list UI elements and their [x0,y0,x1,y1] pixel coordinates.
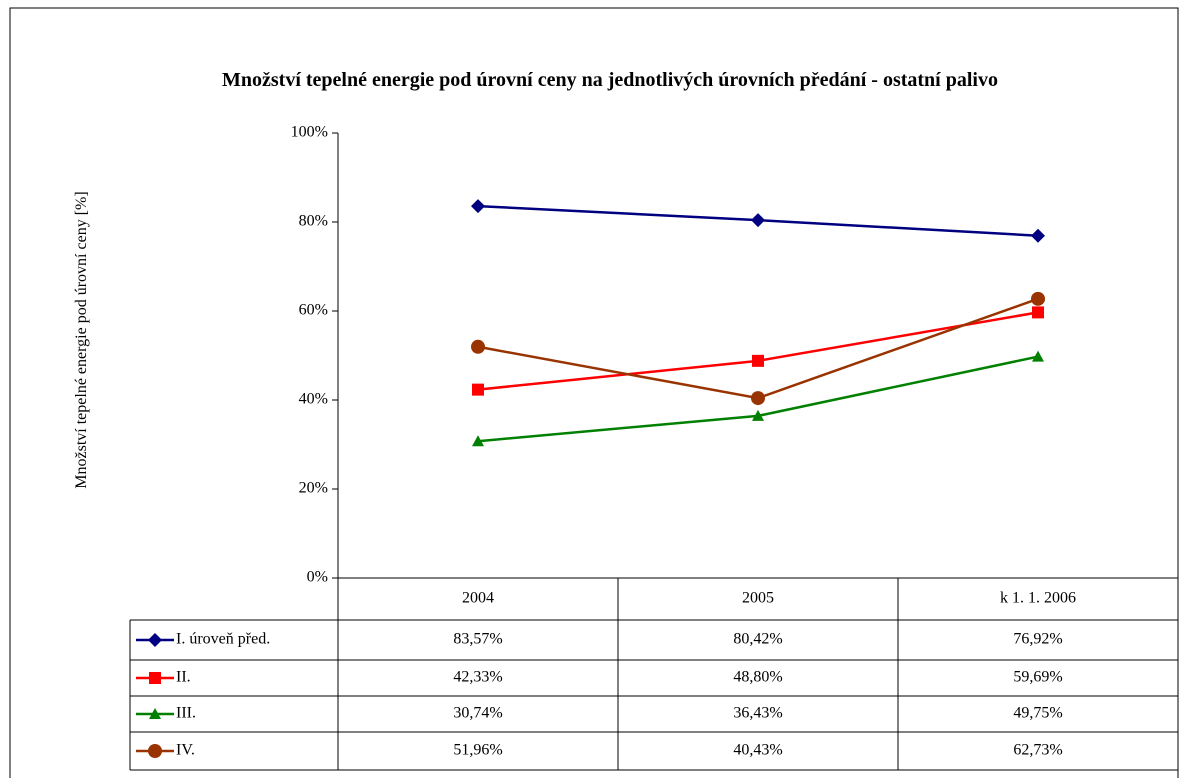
data-point [472,383,484,396]
legend-label: II. [176,669,191,686]
data-point [1032,350,1044,362]
y-tick-label: 80% [299,213,328,230]
table-value: 59,69% [1013,669,1062,686]
legend-marker [148,633,162,647]
x-tick-label: k 1. 1. 2006 [1000,590,1076,607]
data-point [1032,306,1044,319]
x-tick-label: 2004 [462,590,494,607]
table-value: 36,43% [733,705,782,722]
table-value: 30,74% [453,705,502,722]
series-line [477,297,1039,400]
legend-label: III. [176,705,196,722]
table-value: 40,43% [733,742,782,759]
y-tick-label: 0% [307,569,328,586]
table-value: 49,75% [1013,705,1062,722]
y-axis-label: Množství tepelné energie pod úrovní ceny… [73,191,90,489]
data-point [752,409,764,421]
data-point [752,354,764,367]
legend-label: I. úroveň před. [176,631,270,648]
legend-marker [149,708,161,719]
y-tick-label: 20% [299,480,328,497]
y-tick-label: 100% [291,124,328,141]
table-value: 51,96% [453,742,502,759]
legend-marker [148,744,162,758]
legend-label: IV. [176,742,195,759]
table-value: 76,92% [1013,631,1062,648]
series-line [477,311,1039,391]
x-tick-label: 2005 [742,590,774,607]
data-point [751,213,765,228]
table-value: 42,33% [453,669,502,686]
data-point [1031,291,1045,306]
table-value: 80,42% [733,631,782,648]
y-tick-label: 60% [299,302,328,319]
table-value: 48,80% [733,669,782,686]
chart-frame [9,7,1179,778]
data-point [471,199,485,214]
data-point [471,339,485,354]
data-point [1031,228,1045,243]
chart-title: Množství tepelné energie pod úrovní ceny… [222,69,998,91]
table-value: 62,73% [1013,742,1062,759]
data-point [472,435,484,447]
table-value: 83,57% [453,631,502,648]
y-tick-label: 40% [299,391,328,408]
data-point [751,391,765,406]
legend-marker [149,672,161,684]
